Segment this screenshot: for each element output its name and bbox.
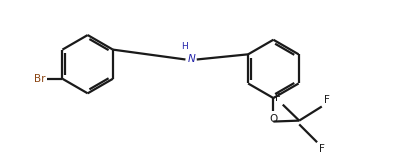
Text: H: H (182, 42, 188, 51)
Text: Br: Br (34, 74, 46, 84)
Text: F: F (275, 93, 281, 103)
Text: N: N (187, 54, 195, 65)
Text: O: O (269, 114, 277, 124)
Text: F: F (319, 144, 325, 154)
Text: F: F (324, 95, 330, 105)
